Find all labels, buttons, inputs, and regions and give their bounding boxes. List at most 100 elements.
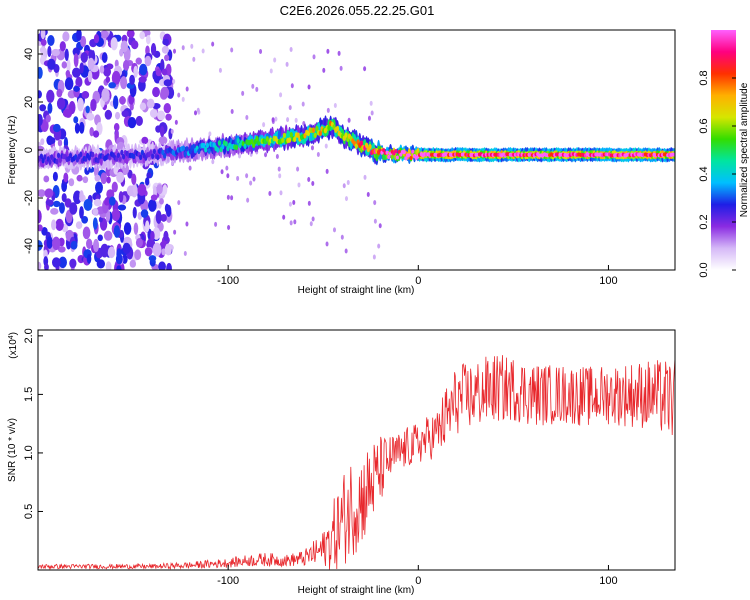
spectrogram-ridge-cell [411, 149, 415, 154]
spectrogram-noise-cell [148, 199, 157, 212]
spectrogram-sparse-cell [288, 105, 292, 111]
spectrogram-sparse-cell [277, 166, 281, 172]
spectrogram-sparse-cell [370, 110, 374, 116]
spectrogram-noise-cell [38, 90, 42, 99]
spectrogram-ridge-cell [79, 151, 83, 158]
colorbar-ticks: 0.0 0.2 0.4 0.6 0.8 [698, 70, 736, 278]
spectrogram-noise-cell [63, 172, 69, 183]
spectrogram-ytick-label: 40 [23, 48, 35, 60]
spectrogram-xtick-label: 0 [415, 275, 421, 287]
spectrogram-noise-cell [135, 115, 143, 126]
spectrogram-sparse-cell [373, 218, 377, 224]
spectrogram-sparse-cell [170, 128, 174, 134]
spectrogram-ridge-cell [183, 151, 187, 157]
snr-ytick-label: 2.0 [23, 328, 35, 343]
spectrogram-sparse-cell [173, 48, 177, 54]
spectrogram-ridge-cell [327, 125, 331, 131]
spectrogram-noise-cell [45, 114, 51, 123]
spectrogram-noise-cell [51, 236, 61, 251]
spectrogram-noise-cell [159, 125, 165, 138]
spectrogram-noise-cell [47, 34, 55, 47]
spectrogram-ridge-cell [96, 157, 100, 164]
spectrogram-sparse-cell [307, 200, 311, 206]
spectrogram-ridge-cell [281, 137, 285, 144]
spectrogram-noise-cell [40, 119, 49, 132]
spectrogram-sparse-cell [271, 117, 275, 123]
spectrogram-noise-cell [96, 259, 106, 269]
spectrogram-noise-cell [158, 136, 168, 145]
spectrogram-noise-cell [75, 76, 83, 88]
spectrogram-noise-cell [139, 31, 145, 40]
spectrogram-noise-cell [40, 30, 46, 40]
spectrogram-noise-cell [83, 198, 93, 211]
spectrogram-ridge-cell [282, 132, 287, 139]
spectrogram-sparse-cell [211, 159, 215, 165]
spectrogram-noise-cell [131, 173, 137, 185]
spectrogram-ridge-cell [91, 151, 95, 158]
spectrogram-sparse-cell [238, 153, 242, 159]
spectrogram-sparse-cell [194, 110, 198, 116]
spectrogram-ridge-cell [397, 149, 401, 154]
spectrogram-ticks: -100 0 100 -40 -20 0 20 40 [23, 48, 618, 287]
spectrogram-sparse-cell [183, 251, 187, 257]
spectrogram-noise-cell [144, 247, 153, 257]
spectrogram-noise-cell [145, 35, 151, 45]
spectrogram-noise-cell [149, 108, 158, 118]
spectrogram-ridge-cell [43, 154, 47, 160]
spectrogram-ridge-cell [58, 157, 62, 164]
spectrogram-noise-cell [69, 258, 77, 269]
spectrogram-noise-cell [76, 174, 83, 182]
spectrogram-sparse-cell [311, 180, 315, 186]
spectrogram-sparse-cell [285, 61, 289, 67]
spectrogram-noise-cell [40, 138, 45, 146]
spectrogram-sparse-cell [346, 180, 350, 186]
spectrogram-ridge-cell [139, 154, 143, 161]
spectrogram-ridge-cell [156, 154, 160, 161]
spectrogram-sparse-cell [273, 57, 277, 63]
spectrogram-noise-cell [73, 53, 79, 68]
spectrogram-sparse-cell [188, 165, 192, 171]
spectrogram-noise-cell [163, 79, 172, 87]
snr-xlabel: Height of straight line (km) [298, 585, 415, 596]
spectrogram-ridge-cell [132, 153, 136, 160]
spectrogram-sparse-cell [245, 173, 249, 179]
spectrogram-noise-cell [47, 102, 53, 114]
spectrogram-noise-cell [99, 30, 109, 39]
spectrogram-sparse-cell [252, 176, 256, 182]
spectrogram-noise-cell [107, 246, 116, 259]
spectrogram-sparse-cell [230, 195, 234, 201]
spectrogram-ridge-cell [68, 152, 73, 159]
snr-xtick-label: 0 [415, 575, 421, 587]
spectrogram-sparse-cell [279, 92, 283, 98]
spectrogram-sparse-cell [278, 173, 282, 179]
spectrogram-ridge-cell [293, 136, 297, 143]
spectrogram-noise-cell [92, 217, 98, 230]
spectrogram-ridge-cell [335, 125, 340, 132]
spectrogram-sparse-cell [290, 83, 294, 89]
spectrogram-ytick-label: 0 [23, 147, 35, 153]
spectrogram-ridge-cell [121, 153, 126, 160]
spectrogram-noise-cell [93, 238, 100, 253]
spectrogram-sparse-cell [230, 47, 234, 53]
spectrogram-sparse-cell [220, 169, 224, 175]
colorbar: 0.0 0.2 0.4 0.6 0.8 Normalized spectral ampl… [698, 30, 750, 278]
spectrogram-ridge-cell [385, 150, 389, 155]
spectrogram-ridge-cell [399, 152, 403, 157]
spectrogram-ridge-cell [255, 135, 259, 142]
spectrogram-noise-cell [66, 59, 71, 73]
spectrogram-sparse-cell [289, 47, 293, 53]
spectrogram-ridge-cell [197, 148, 201, 155]
spectrogram-noise-cell [152, 86, 160, 98]
spectrogram-noise-cell [47, 58, 56, 70]
spectrogram-ridge-cell [202, 142, 206, 149]
spectrogram-noise-cell [57, 139, 63, 147]
spectrogram-noise-cell [158, 261, 166, 270]
spectrogram-sparse-cell [373, 200, 377, 206]
spectrogram-noise-cell [122, 242, 131, 254]
spectrogram-sparse-cell [377, 243, 381, 249]
spectrogram-noise-cell [146, 99, 155, 109]
spectrogram-ridge-cell [118, 156, 122, 162]
spectrogram-noise-cell [110, 37, 118, 51]
spectrogram-noise-cell [73, 116, 79, 124]
spectrogram-noise-cell [163, 230, 169, 242]
